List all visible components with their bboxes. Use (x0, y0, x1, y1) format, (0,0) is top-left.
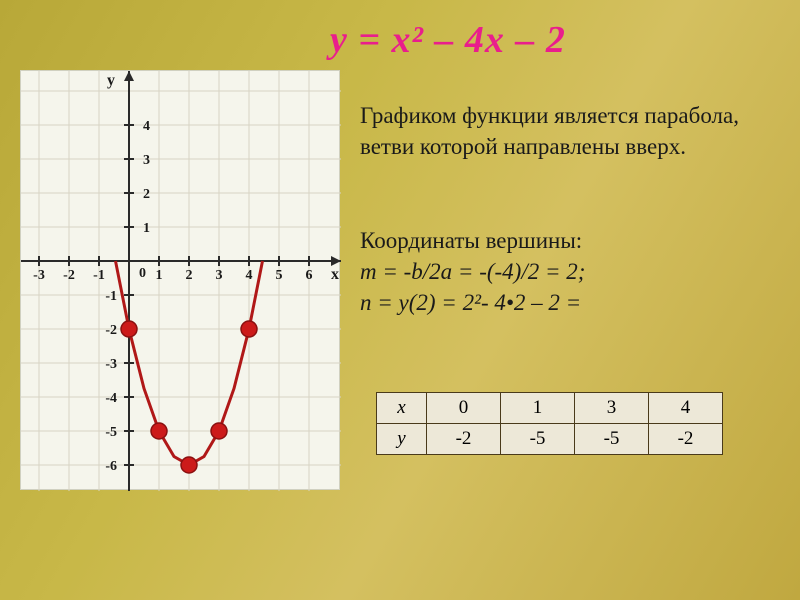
vertex-heading: Координаты вершины: (360, 228, 582, 253)
vertex-m-calc: m = -b/2a = -(-4)/2 = 2; (360, 259, 585, 284)
chart-panel: -3 -2 -1 1 2 3 4 5 6 -6 -5 -4 -3 -2 -1 1 2 3 4 0 x y (20, 70, 340, 490)
table-cell: 0 (427, 393, 501, 424)
svg-text:-2: -2 (105, 323, 117, 338)
svg-text:6: 6 (306, 268, 313, 283)
svg-text:-3: -3 (33, 268, 45, 283)
svg-text:-6: -6 (105, 459, 117, 474)
svg-text:3: 3 (216, 268, 223, 283)
table-cell: -2 (649, 424, 723, 455)
svg-text:-1: -1 (105, 289, 117, 304)
svg-text:2: 2 (186, 268, 193, 283)
svg-text:-3: -3 (105, 357, 117, 372)
svg-text:1: 1 (143, 221, 150, 236)
table-cell: 4 (649, 393, 723, 424)
vertex-n-calc: n = y(2) = 2²- 4•2 – 2 = (360, 290, 581, 315)
svg-text:-2: -2 (63, 268, 75, 283)
svg-text:x: x (331, 266, 339, 283)
svg-text:5: 5 (276, 268, 283, 283)
equation-title: y = x² – 4x – 2 (330, 18, 566, 62)
table-row: y -2 -5 -5 -2 (377, 424, 723, 455)
svg-text:y: y (107, 72, 115, 89)
svg-text:-4: -4 (105, 391, 117, 406)
table-cell: 1 (501, 393, 575, 424)
table-cell: -5 (575, 424, 649, 455)
svg-text:-1: -1 (93, 268, 105, 283)
table-cell: -5 (501, 424, 575, 455)
svg-text:-5: -5 (105, 425, 117, 440)
svg-text:1: 1 (156, 268, 163, 283)
svg-text:0: 0 (139, 266, 146, 281)
values-table: x 0 1 3 4 y -2 -5 -5 -2 (376, 392, 723, 455)
svg-text:2: 2 (143, 187, 150, 202)
table-cell: 3 (575, 393, 649, 424)
table-x-header: x (377, 393, 427, 424)
description-p1: Графиком функции является парабола, ветв… (360, 100, 770, 162)
description-p2: Координаты вершины: m = -b/2a = -(-4)/2 … (360, 225, 770, 318)
table-row: x 0 1 3 4 (377, 393, 723, 424)
table-y-header: y (377, 424, 427, 455)
svg-text:4: 4 (246, 268, 253, 283)
parabola-chart: -3 -2 -1 1 2 3 4 5 6 -6 -5 -4 -3 -2 -1 1 2 3 4 0 x y (21, 71, 341, 491)
svg-text:3: 3 (143, 153, 150, 168)
table-cell: -2 (427, 424, 501, 455)
svg-text:4: 4 (143, 119, 150, 134)
